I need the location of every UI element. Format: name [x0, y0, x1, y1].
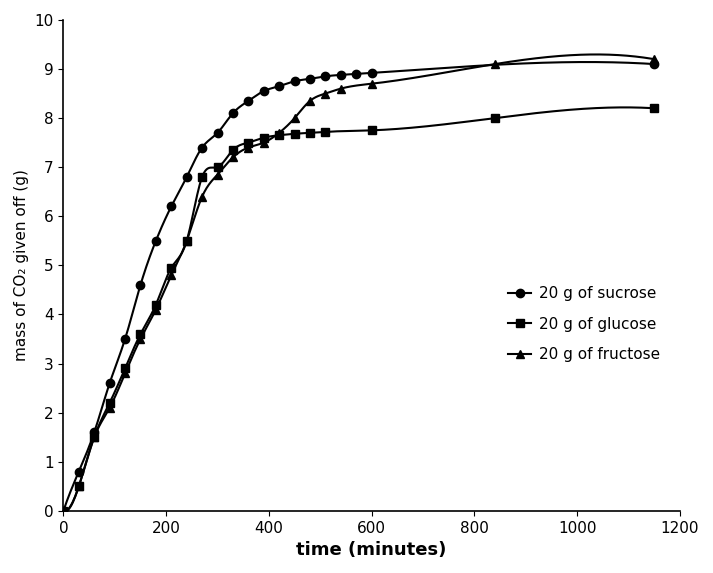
- 20 g of fructose: [321, 90, 329, 97]
- 20 g of sucrose: [650, 61, 658, 68]
- 20 g of sucrose: [120, 336, 129, 343]
- 20 g of glucose: [213, 164, 222, 171]
- 20 g of sucrose: [75, 468, 83, 475]
- 20 g of sucrose: [106, 380, 114, 387]
- 20 g of fructose: [229, 154, 237, 161]
- Line: 20 g of sucrose: 20 g of sucrose: [59, 60, 658, 515]
- 20 g of glucose: [275, 132, 284, 139]
- 20 g of sucrose: [152, 237, 160, 244]
- 20 g of sucrose: [367, 69, 376, 76]
- 20 g of glucose: [90, 434, 98, 441]
- 20 g of fructose: [90, 434, 98, 441]
- 20 g of fructose: [275, 129, 284, 136]
- 20 g of fructose: [59, 508, 68, 515]
- 20 g of fructose: [120, 370, 129, 377]
- 20 g of glucose: [290, 130, 299, 137]
- 20 g of fructose: [306, 97, 314, 104]
- 20 g of sucrose: [90, 429, 98, 435]
- 20 g of fructose: [367, 80, 376, 87]
- 20 g of fructose: [198, 193, 206, 200]
- 20 g of fructose: [260, 139, 268, 146]
- 20 g of glucose: [75, 483, 83, 490]
- 20 g of fructose: [650, 56, 658, 62]
- 20 g of glucose: [152, 301, 160, 308]
- 20 g of fructose: [213, 171, 222, 178]
- 20 g of sucrose: [244, 97, 252, 104]
- 20 g of glucose: [136, 331, 145, 337]
- 20 g of sucrose: [213, 129, 222, 136]
- 20 g of sucrose: [167, 203, 175, 210]
- 20 g of sucrose: [229, 110, 237, 117]
- 20 g of fructose: [244, 144, 252, 151]
- 20 g of sucrose: [275, 83, 284, 89]
- 20 g of sucrose: [306, 76, 314, 83]
- Y-axis label: mass of CO₂ given off (g): mass of CO₂ given off (g): [14, 170, 29, 362]
- Legend: 20 g of sucrose, 20 g of glucose, 20 g of fructose: 20 g of sucrose, 20 g of glucose, 20 g o…: [502, 280, 666, 368]
- 20 g of sucrose: [198, 144, 206, 151]
- Line: 20 g of glucose: 20 g of glucose: [59, 104, 658, 515]
- Line: 20 g of fructose: 20 g of fructose: [59, 55, 658, 515]
- 20 g of glucose: [106, 399, 114, 406]
- X-axis label: time (minutes): time (minutes): [297, 541, 447, 559]
- 20 g of sucrose: [321, 73, 329, 80]
- 20 g of fructose: [152, 306, 160, 313]
- 20 g of glucose: [367, 127, 376, 134]
- 20 g of glucose: [59, 508, 68, 515]
- 20 g of fructose: [106, 405, 114, 411]
- 20 g of fructose: [167, 272, 175, 278]
- 20 g of glucose: [167, 264, 175, 271]
- 20 g of fructose: [136, 336, 145, 343]
- 20 g of glucose: [229, 147, 237, 154]
- 20 g of sucrose: [136, 281, 145, 288]
- 20 g of glucose: [244, 139, 252, 146]
- 20 g of sucrose: [183, 174, 191, 180]
- 20 g of sucrose: [337, 72, 345, 79]
- 20 g of fructose: [183, 237, 191, 244]
- 20 g of glucose: [260, 134, 268, 141]
- 20 g of glucose: [183, 237, 191, 244]
- 20 g of fructose: [75, 483, 83, 490]
- 20 g of fructose: [337, 85, 345, 92]
- 20 g of glucose: [120, 365, 129, 372]
- 20 g of sucrose: [59, 508, 68, 515]
- 20 g of fructose: [491, 61, 499, 68]
- 20 g of sucrose: [260, 88, 268, 95]
- 20 g of sucrose: [352, 70, 361, 77]
- 20 g of fructose: [290, 115, 299, 121]
- 20 g of sucrose: [290, 78, 299, 85]
- 20 g of glucose: [321, 128, 329, 135]
- 20 g of glucose: [491, 115, 499, 121]
- 20 g of glucose: [306, 129, 314, 136]
- 20 g of glucose: [198, 174, 206, 180]
- 20 g of glucose: [650, 105, 658, 112]
